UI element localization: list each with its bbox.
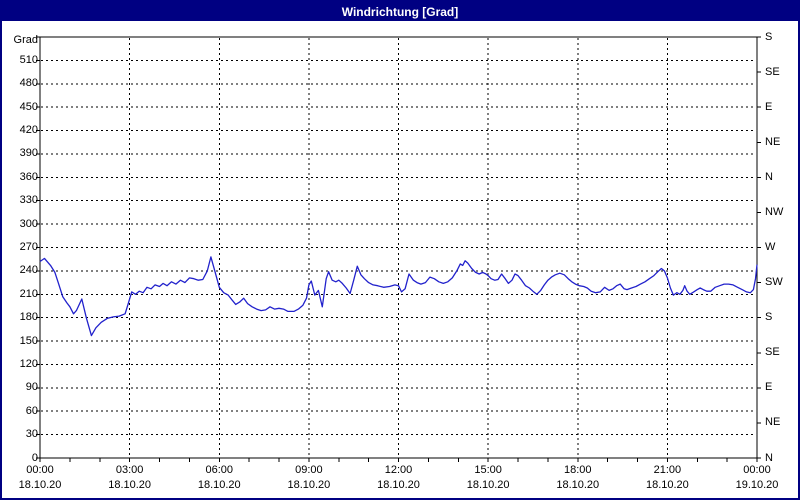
x-tick-date-label: 18.10.20 xyxy=(108,479,152,491)
y-tick-label: 390 xyxy=(19,147,38,160)
y-tick-label: 480 xyxy=(19,77,38,90)
y-tick-label: 90 xyxy=(25,381,38,394)
x-tick-date-label: 18.10.20 xyxy=(377,479,420,491)
compass-tick-label: SE xyxy=(765,65,780,78)
y-tick-label: 150 xyxy=(19,334,38,347)
compass-tick-label: N xyxy=(765,170,773,183)
y-tick-label: 450 xyxy=(19,100,38,113)
compass-tick-label: E xyxy=(765,100,773,113)
y-tick-label: 270 xyxy=(19,241,38,253)
y-tick-label: 0 xyxy=(31,451,38,464)
compass-tick-label: SW xyxy=(765,276,783,289)
compass-tick-label: W xyxy=(765,241,776,253)
compass-tick-label: E xyxy=(765,381,773,394)
y-tick-label: 60 xyxy=(25,404,38,417)
y-tick-label: 300 xyxy=(19,217,38,230)
y-axis-unit-label: Grad xyxy=(13,34,38,46)
y-tick-label: 420 xyxy=(19,124,38,137)
compass-tick-label: S xyxy=(765,30,773,43)
x-tick-time-label: 00:00 xyxy=(743,464,771,476)
compass-tick-label: NE xyxy=(765,135,781,148)
compass-tick-label: SE xyxy=(765,346,780,359)
x-tick-date-label: 18.10.20 xyxy=(287,479,331,491)
x-tick-time-label: 03:00 xyxy=(115,464,144,476)
y-tick-label: 240 xyxy=(19,264,38,277)
x-tick-time-label: 12:00 xyxy=(384,464,413,476)
x-tick-date-label: 18.10.20 xyxy=(466,479,510,491)
y-tick-label: 120 xyxy=(19,357,38,370)
compass-tick-label: S xyxy=(765,311,773,324)
x-tick-time-label: 00:00 xyxy=(26,464,54,476)
x-tick-date-label: 18.10.20 xyxy=(645,479,689,491)
y-tick-label: 360 xyxy=(19,170,38,183)
x-tick-date-label: 18.10.20 xyxy=(556,479,600,491)
compass-tick-label: NE xyxy=(765,416,781,429)
chart-title: Windrichtung [Grad] xyxy=(341,4,459,19)
y-tick-label: 210 xyxy=(19,287,38,300)
x-tick-date-label: 18.10.20 xyxy=(18,479,62,491)
y-tick-label: 30 xyxy=(25,428,38,441)
title-bar: Windrichtung [Grad] xyxy=(2,2,798,21)
y-tick-label: 180 xyxy=(19,311,38,324)
x-tick-date-label: 18.10.20 xyxy=(197,479,241,491)
x-tick-time-label: 18:00 xyxy=(563,464,592,476)
compass-tick-label: N xyxy=(765,451,773,464)
y-tick-label: 510 xyxy=(19,53,38,66)
x-tick-time-label: 06:00 xyxy=(205,464,234,476)
x-tick-date-label: 19.10.20 xyxy=(735,479,779,491)
y-tick-label: 330 xyxy=(19,194,38,207)
x-tick-time-label: 09:00 xyxy=(295,464,323,476)
x-tick-time-label: 21:00 xyxy=(653,464,682,476)
x-tick-time-label: 15:00 xyxy=(474,464,502,476)
compass-tick-label: NW xyxy=(765,205,784,218)
